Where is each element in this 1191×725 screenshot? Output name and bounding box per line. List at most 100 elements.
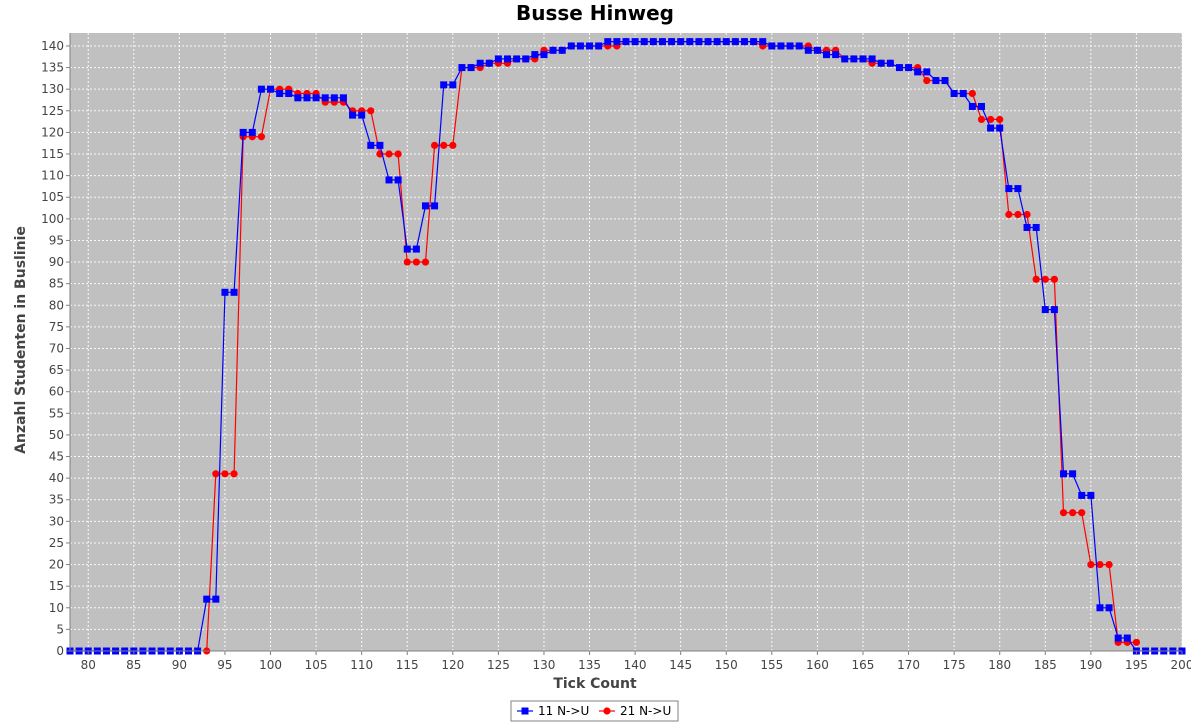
- data-point: [230, 288, 238, 296]
- x-axis-title: Tick Count: [553, 676, 637, 692]
- x-tick-label: 175: [943, 658, 966, 672]
- data-point: [312, 94, 320, 102]
- data-point: [385, 150, 393, 158]
- data-point: [567, 42, 575, 50]
- x-tick-label: 195: [1125, 658, 1148, 672]
- data-point: [558, 46, 566, 54]
- data-point: [257, 85, 265, 93]
- y-tick-label: 140: [41, 39, 64, 53]
- data-point: [476, 59, 484, 67]
- data-point: [1123, 634, 1131, 642]
- data-point: [622, 38, 630, 46]
- y-tick-label: 110: [41, 169, 64, 183]
- data-point: [1041, 275, 1049, 283]
- x-tick-label: 185: [1034, 658, 1057, 672]
- data-point: [540, 51, 548, 59]
- data-point: [1105, 604, 1113, 612]
- data-point: [303, 94, 311, 102]
- x-tick-label: 170: [897, 658, 920, 672]
- data-point: [440, 81, 448, 89]
- data-point: [914, 68, 922, 76]
- data-point: [449, 141, 457, 149]
- data-point: [658, 38, 666, 46]
- data-point: [795, 42, 803, 50]
- legend-box: [510, 700, 679, 722]
- data-point: [376, 141, 384, 149]
- data-point: [832, 51, 840, 59]
- data-point: [1069, 470, 1077, 478]
- data-point: [759, 38, 767, 46]
- y-tick-label: 25: [49, 536, 64, 550]
- data-point: [668, 38, 676, 46]
- data-point: [1050, 275, 1058, 283]
- data-point: [595, 42, 603, 50]
- y-tick-label: 130: [41, 82, 64, 96]
- data-point: [212, 470, 220, 478]
- data-point: [440, 141, 448, 149]
- x-tick-label: 140: [624, 658, 647, 672]
- data-point: [823, 51, 831, 59]
- data-point: [330, 94, 338, 102]
- data-point: [1096, 604, 1104, 612]
- data-point: [494, 55, 502, 63]
- x-tick-label: 160: [806, 658, 829, 672]
- x-tick-label: 135: [578, 658, 601, 672]
- data-point: [513, 55, 521, 63]
- data-point: [367, 141, 375, 149]
- x-tick-label: 105: [305, 658, 328, 672]
- data-point: [1069, 509, 1077, 517]
- data-point: [285, 90, 293, 98]
- x-axis: 80 85 90 95 100 105 110 115 120 125 130 135 140 145 15…: [70, 650, 1191, 672]
- data-point: [467, 64, 475, 72]
- y-tick-label: 125: [41, 104, 64, 118]
- data-point: [504, 55, 512, 63]
- x-tick-label: 180: [988, 658, 1011, 672]
- y-tick-label: 55: [49, 406, 64, 420]
- y-tick-label: 70: [49, 341, 64, 355]
- data-point: [996, 124, 1004, 132]
- data-point: [1087, 560, 1095, 569]
- data-point: [239, 128, 247, 136]
- x-tick-label: 80: [81, 658, 96, 672]
- series-layer: [66, 38, 1186, 655]
- x-tick-label: 110: [350, 658, 373, 672]
- y-axis: 0 5 10 15 20 25 30 35 40 45 50 55 60 65 70 75 80 85 90 95 10…: [41, 33, 71, 658]
- y-tick-label: 15: [49, 579, 64, 593]
- y-tick-label: 120: [41, 125, 64, 139]
- data-point: [977, 102, 985, 110]
- data-point: [221, 470, 229, 478]
- y-tick-label: 30: [49, 514, 64, 528]
- data-point: [649, 38, 657, 46]
- data-point: [276, 90, 284, 98]
- y-tick-label: 40: [49, 471, 64, 485]
- data-point: [1105, 560, 1113, 569]
- data-point: [1114, 634, 1122, 642]
- data-point: [804, 46, 812, 54]
- plot-background: [70, 33, 1182, 651]
- data-point: [768, 42, 776, 50]
- data-point: [750, 38, 758, 46]
- data-point: [722, 38, 730, 46]
- y-tick-label: 5: [56, 622, 64, 636]
- data-point: [485, 59, 493, 67]
- data-point: [394, 176, 402, 184]
- x-tick-label: 125: [487, 658, 510, 672]
- y-tick-label: 90: [49, 255, 64, 269]
- x-tick-label: 155: [760, 658, 783, 672]
- legend-label: 21 N->U: [620, 704, 671, 718]
- y-tick-label: 80: [49, 298, 64, 312]
- data-point: [203, 595, 211, 603]
- data-point: [1050, 306, 1058, 314]
- data-point: [403, 258, 411, 266]
- chart-title: Busse Hinweg: [516, 1, 674, 25]
- data-point: [941, 77, 949, 85]
- data-point: [731, 38, 739, 46]
- data-point: [1096, 560, 1104, 569]
- data-point: [1014, 185, 1022, 193]
- y-tick-label: 115: [41, 147, 64, 161]
- data-point: [421, 258, 430, 266]
- data-point: [576, 42, 584, 50]
- data-point: [1060, 470, 1068, 478]
- data-point: [230, 470, 238, 478]
- y-tick-label: 85: [49, 277, 64, 291]
